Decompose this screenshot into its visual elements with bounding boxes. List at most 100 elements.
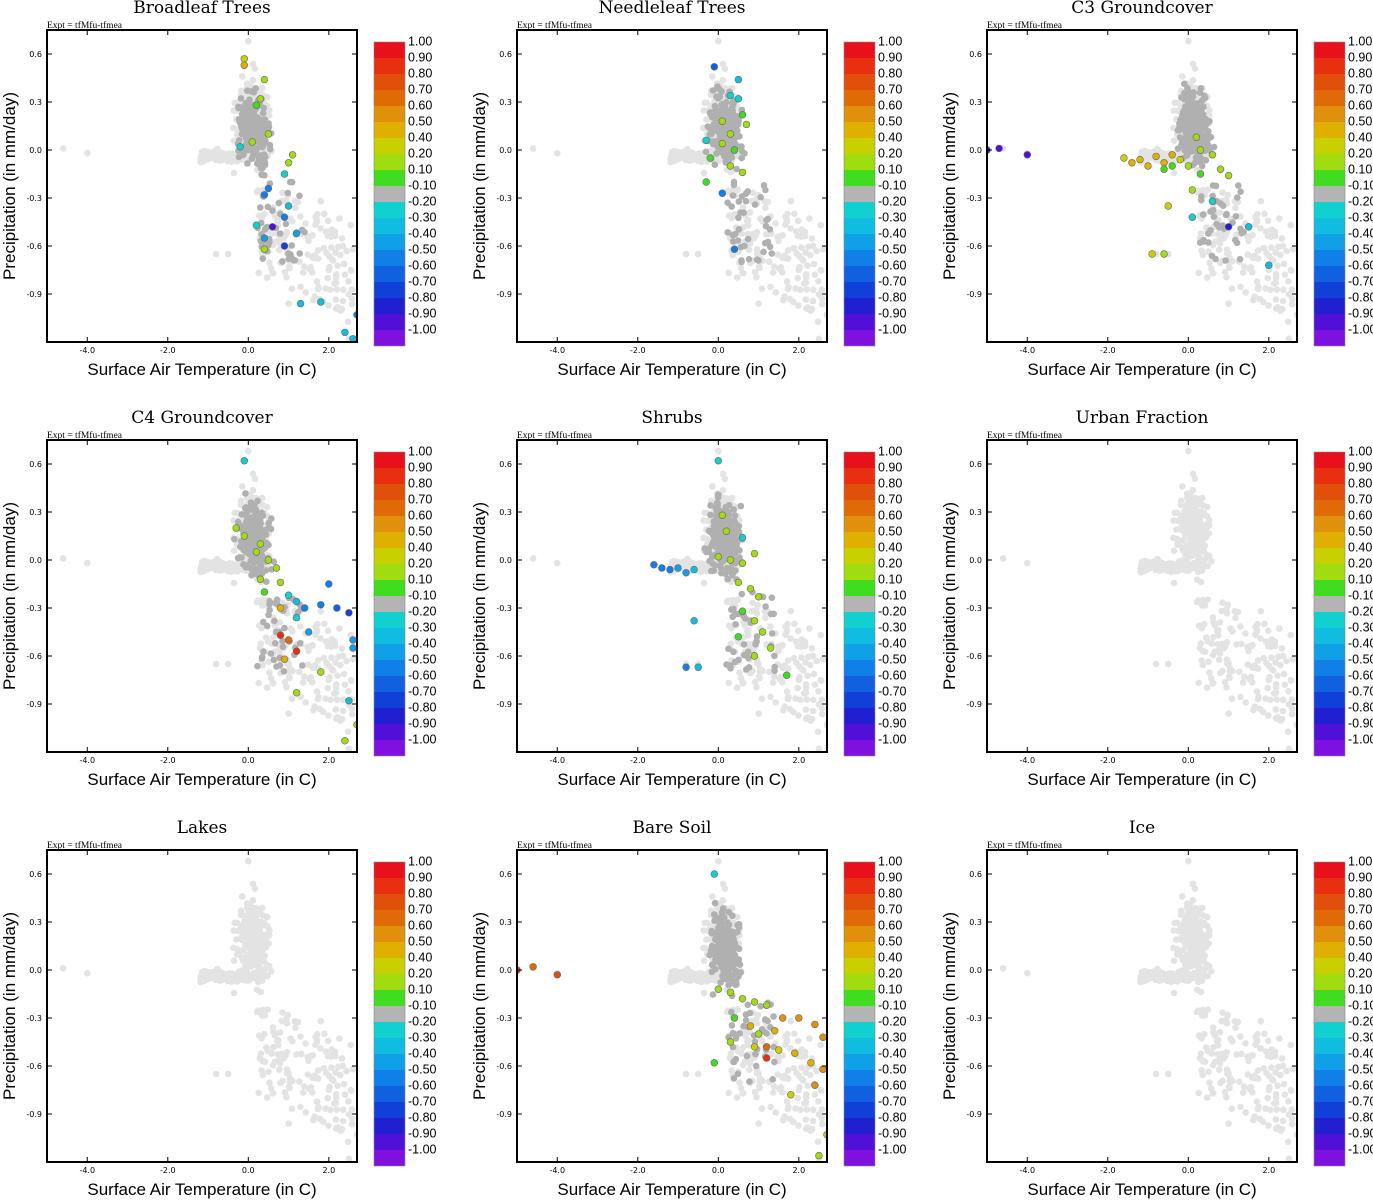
core-point <box>714 494 722 501</box>
cloud-point <box>1195 679 1202 687</box>
core-point <box>763 216 770 224</box>
colorbar-cell <box>844 596 875 612</box>
core-point <box>741 150 748 157</box>
core-point <box>287 251 294 258</box>
core-point <box>714 535 722 543</box>
data-point <box>710 63 718 71</box>
cloud-point <box>328 244 335 251</box>
cloud-point <box>1194 597 1202 604</box>
core-point <box>738 590 746 598</box>
cloud-point <box>1226 264 1233 272</box>
colorbar-label: 0.70 <box>878 82 902 96</box>
cloud-point <box>1257 635 1264 642</box>
cloud-point <box>1276 215 1283 222</box>
data-point <box>260 191 269 199</box>
data-point <box>292 689 301 697</box>
data-point <box>284 636 293 644</box>
x-tick-label: -2.0 <box>630 756 646 765</box>
cloud-point <box>322 695 329 702</box>
colorbar-label: 0.50 <box>878 524 902 538</box>
core-point <box>733 165 740 173</box>
data-point <box>292 229 301 237</box>
cloud-point <box>1272 689 1280 696</box>
core-point <box>1201 92 1208 100</box>
data-point <box>345 609 353 617</box>
plot-area <box>59 447 357 752</box>
cloud-point <box>245 447 252 455</box>
cloud-point <box>325 712 332 719</box>
data-point <box>260 75 269 84</box>
core-point <box>735 198 743 205</box>
data-point <box>1152 152 1160 161</box>
cloud-point <box>215 157 223 164</box>
data-point <box>256 540 265 548</box>
cloud-point <box>254 597 262 604</box>
colorbar-cell <box>844 532 875 548</box>
core-point <box>267 650 275 657</box>
colorbar-label: -0.40 <box>408 226 437 240</box>
data-point <box>718 511 726 519</box>
cloud-point <box>745 216 752 224</box>
core-point <box>279 637 286 645</box>
colorbar-cell <box>374 468 405 484</box>
y-tick-label: 0.0 <box>499 556 512 565</box>
cloud-point <box>1219 189 1226 196</box>
colorbar-cell <box>844 452 875 468</box>
data-point <box>738 111 747 119</box>
cloud-point <box>794 627 802 635</box>
core-point <box>238 122 245 130</box>
core-point <box>711 138 718 145</box>
colorbar-cell <box>374 580 405 596</box>
colorbar-label: -0.70 <box>878 274 907 288</box>
colorbar-label: 0.80 <box>408 476 432 490</box>
colorbar-frame <box>843 41 876 347</box>
cloud-point <box>339 297 347 305</box>
colorbar-cell <box>844 154 875 170</box>
cloud-point <box>347 676 355 684</box>
cloud-point <box>1278 305 1286 313</box>
core-point <box>1210 206 1217 214</box>
x-axis-label: Surface Air Temperature (in C) <box>87 360 316 379</box>
data-point <box>754 593 763 601</box>
cloud-point <box>808 305 816 313</box>
core-point <box>1219 222 1226 229</box>
cloud-point <box>305 237 312 245</box>
data-point <box>264 184 273 193</box>
cloud-point <box>344 728 352 735</box>
cloud-point <box>1216 650 1224 657</box>
colorbar-label: 0.60 <box>878 98 902 112</box>
cloud-point <box>249 487 257 494</box>
cloud-point <box>700 534 707 542</box>
cloud-point <box>317 607 325 615</box>
core-point <box>265 123 273 131</box>
colorbar-label: 1.00 <box>408 444 432 458</box>
cloud-point <box>794 684 801 692</box>
cloud-point <box>728 215 735 222</box>
core-point <box>1194 105 1202 112</box>
colorbar-label: 0.90 <box>408 50 432 64</box>
x-tick-label: -2.0 <box>160 346 176 355</box>
colorbar-label: 0.80 <box>878 476 902 490</box>
colorbar-cell <box>1314 138 1345 154</box>
cloud-point <box>811 271 819 279</box>
cloud-point <box>309 663 316 671</box>
y-tick-label: 0.6 <box>499 50 512 59</box>
colorbar-label: -1.00 <box>878 732 907 746</box>
colorbar-frame <box>843 451 876 757</box>
cloud-point <box>285 300 292 307</box>
cloud-point <box>1208 640 1215 647</box>
plot-area <box>529 447 827 752</box>
colorbar-cell <box>374 708 405 724</box>
cloud-point <box>729 186 737 194</box>
colorbar-label: -0.60 <box>1348 258 1373 272</box>
panel-title: C3 Groundcover <box>1071 0 1213 18</box>
cloud-point <box>727 640 735 647</box>
cloud-point <box>739 680 746 687</box>
cloud-point <box>332 684 340 691</box>
cloud-point <box>1240 673 1248 680</box>
cloud-point <box>783 688 791 695</box>
core-point <box>718 540 725 548</box>
cloud-point <box>818 286 826 293</box>
cloud-point <box>737 675 745 682</box>
colorbar-cell <box>844 138 875 154</box>
